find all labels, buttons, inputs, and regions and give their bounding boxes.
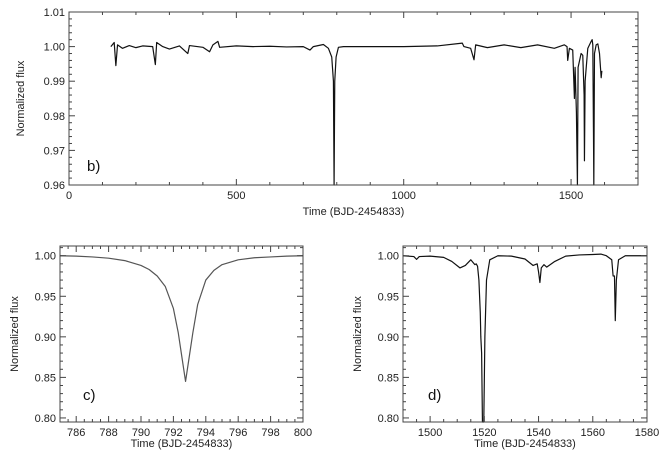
y-tick-label: 1.00 [44, 42, 65, 54]
y-axis-label: Normalized flux [15, 60, 27, 136]
panel-label: d) [428, 387, 441, 404]
x-tick-label: 794 [197, 427, 215, 439]
x-axis-label: Time (BJD-2454833) [474, 438, 576, 450]
x-axis-label: Time (BJD-2454833) [303, 206, 405, 218]
panel-label: c) [83, 387, 96, 404]
x-tick-label: 1540 [526, 427, 550, 439]
x-tick-label: 0 [66, 190, 72, 202]
x-tick-label: 1000 [391, 190, 415, 202]
y-tick-label: 0.80 [35, 413, 56, 425]
x-tick-label: 1560 [581, 427, 605, 439]
x-tick-label: 786 [67, 427, 85, 439]
y-tick-label: 0.96 [44, 180, 65, 192]
x-tick-label: 800 [294, 427, 312, 439]
x-tick-label: 1580 [635, 427, 659, 439]
y-tick-label: 0.90 [35, 332, 56, 344]
series-line-c [59, 255, 304, 383]
y-tick-label: 1.00 [35, 251, 56, 263]
y-tick-label: 0.95 [378, 291, 399, 303]
y-tick-label: 0.80 [378, 413, 399, 425]
y-tick-label: 0.99 [44, 76, 65, 88]
y-axis-label: Normalized flux [9, 296, 21, 372]
y-tick-label: 0.97 [44, 145, 65, 157]
panel-d: 1500 1520 1540 1560 1580 0.80 0.85 0.90 0.95 1.00… [352, 245, 659, 450]
x-tick-label: 796 [229, 427, 247, 439]
series-line-b [110, 39, 603, 186]
y-tick-label: 1.00 [378, 251, 399, 263]
plot-frame-b [68, 11, 639, 186]
plot-frame-c [59, 245, 304, 423]
x-tick-label: 798 [261, 427, 279, 439]
x-tick-label: 788 [99, 427, 117, 439]
x-tick-label: 792 [164, 427, 182, 439]
x-tick-label: 790 [132, 427, 150, 439]
y-tick-label: 0.85 [378, 372, 399, 384]
y-tick-label: 0.90 [378, 332, 399, 344]
series-line-d [402, 253, 647, 423]
panel-b: 0 500 1000 1500 0.96 0.97 0.98 0.99 1.00 1.01 Time… [15, 7, 639, 218]
x-tick-label: 500 [227, 190, 245, 202]
y-tick-label: 1.01 [44, 7, 65, 19]
panel-label: b) [87, 158, 100, 175]
y-tick-label: 0.95 [35, 291, 56, 303]
panel-c: 786 788 790 792 794 796 798 800 0.80 0.85 0.90 0.95… [9, 245, 312, 450]
y-axis-label: Normalized flux [352, 296, 364, 372]
x-axis-label: Time (BJD-2454833) [131, 438, 233, 450]
y-tick-label: 0.98 [44, 111, 65, 123]
x-tick-label: 1500 [559, 190, 583, 202]
y-tick-label: 0.85 [35, 372, 56, 384]
x-tick-label: 1500 [418, 427, 442, 439]
x-tick-label: 1520 [472, 427, 496, 439]
